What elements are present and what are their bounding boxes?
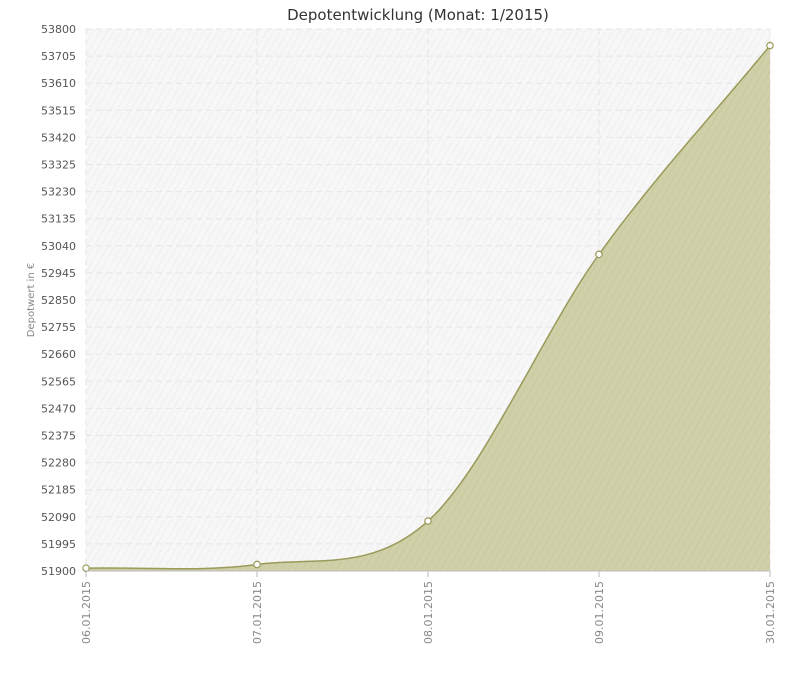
data-point [595, 250, 603, 259]
data-point [766, 41, 774, 50]
data-point [82, 564, 90, 572]
y-tick-label: 53040 [41, 240, 76, 253]
y-tick-label: 53230 [41, 186, 76, 199]
y-tick-labels: 51900 51995 52090 52185 52280 52375 52470 52565… [41, 23, 76, 578]
data-markers [82, 41, 774, 572]
y-tick-label: 53705 [41, 50, 76, 63]
y-tick-label: 52565 [41, 375, 76, 388]
y-tick-label: 52660 [41, 348, 76, 361]
y-tick-label: 52280 [41, 457, 76, 470]
y-tick-label: 53325 [41, 159, 76, 172]
data-point [424, 517, 432, 525]
y-tick-label: 53515 [41, 104, 76, 117]
area-fill [86, 45, 770, 571]
y-tick-label: 53135 [41, 213, 76, 226]
area-line [85, 45, 771, 570]
data-point [253, 560, 261, 569]
y-tick-label: 52945 [41, 267, 76, 280]
x-tick-labels: 06.01.2015 07.01.2015 08.01.2015 09.01.2015… [80, 581, 777, 644]
x-tick-label: 09.01.2015 [593, 581, 606, 644]
y-axis-label: Depotwert in € [26, 263, 37, 337]
y-tick-label: 52850 [41, 294, 76, 307]
chart-title: Depotentwicklung (Monat: 1/2015) [287, 6, 549, 24]
y-tick-label: 53610 [41, 77, 76, 90]
y-tick-label: 52470 [41, 402, 76, 415]
x-tick-label: 06.01.2015 [80, 581, 93, 644]
y-tick-label: 52185 [41, 484, 76, 497]
x-tick-label: 30.01.2015 [764, 581, 777, 644]
y-tick-label: 53800 [41, 23, 76, 36]
y-tick-label: 51995 [41, 538, 76, 551]
y-tick-label: 52755 [41, 321, 76, 334]
y-tick-label: 53420 [41, 131, 76, 144]
y-tick-label: 52090 [41, 511, 76, 524]
y-tick-label: 52375 [41, 430, 76, 443]
x-tick-label: 08.01.2015 [422, 581, 435, 644]
x-tick-label: 07.01.2015 [251, 581, 264, 644]
y-tick-label: 51900 [41, 565, 76, 578]
